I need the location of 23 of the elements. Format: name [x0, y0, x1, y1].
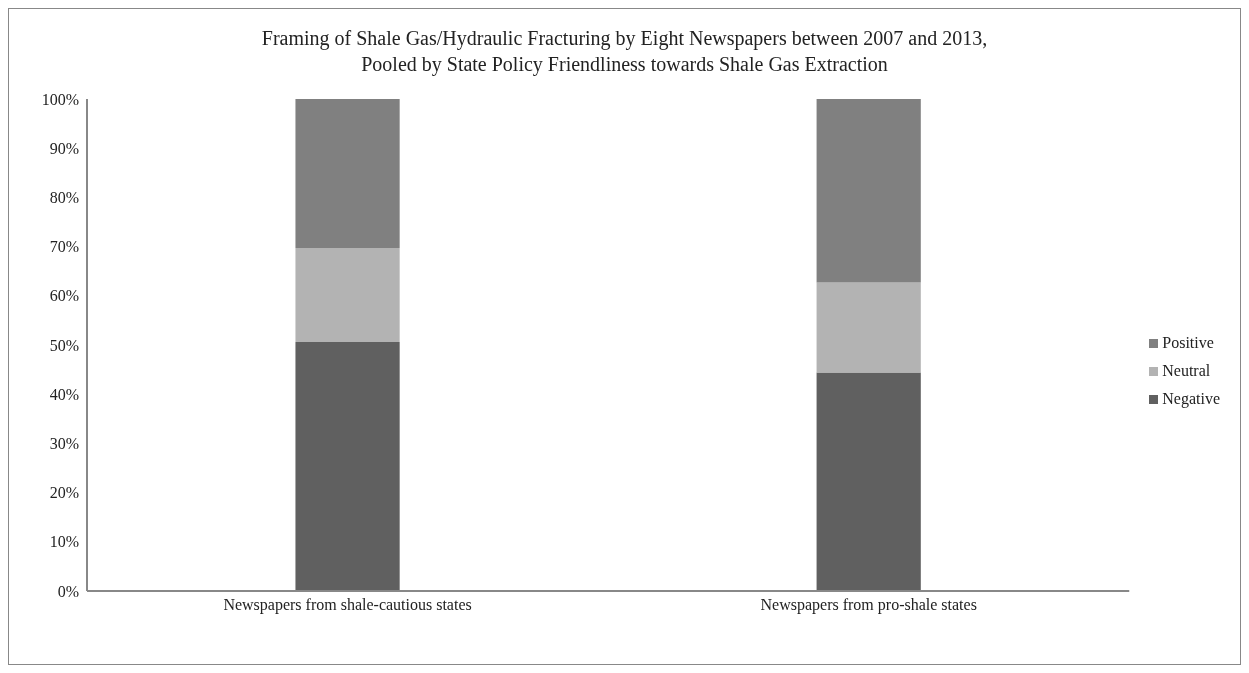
x-tick-label: Newspapers from shale-cautious states [223, 596, 472, 615]
legend-label: Positive [1162, 334, 1214, 352]
bar [816, 282, 921, 373]
y-tick-label: 40% [49, 385, 79, 403]
bar [295, 342, 400, 591]
x-tick-label: Newspapers from pro-shale states [760, 596, 977, 615]
y-tick-label: 30% [49, 435, 79, 453]
chart-title: Framing of Shale Gas/Hydraulic Fracturing by Eight Newspapers between 2007 and 2013, Pooled by State Policy Friendliness towards Shale Gas Extraction [260, 26, 989, 77]
legend-label: Negative [1162, 390, 1220, 408]
y-tick-label: 100% [41, 90, 79, 108]
y-tick-label: 60% [49, 287, 79, 305]
bar [295, 99, 400, 249]
y-tick-label: 90% [49, 139, 79, 157]
bar [816, 99, 921, 283]
y-tick-label: 0% [57, 582, 79, 600]
y-tick-label: 10% [49, 533, 79, 551]
bar [295, 248, 400, 343]
y-tick-label: 50% [49, 336, 79, 354]
y-tick-label: 80% [49, 189, 79, 207]
y-tick-label: 20% [49, 484, 79, 502]
y-tick-label: 70% [49, 238, 79, 256]
bar [816, 372, 921, 591]
legend-label: Neutral [1162, 362, 1211, 380]
